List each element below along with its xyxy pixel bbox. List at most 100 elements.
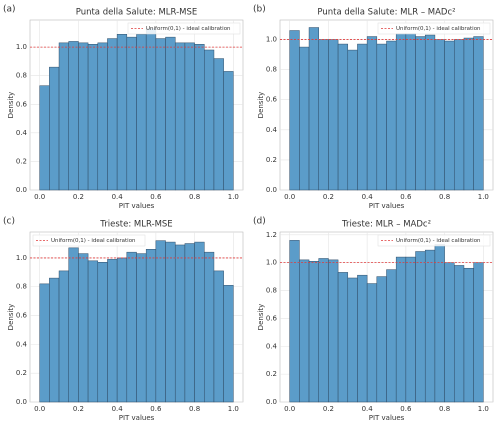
histogram-bar	[434, 39, 445, 191]
histogram-bar	[49, 277, 60, 403]
chart-title: Punta della Salute: MLR-MSE	[76, 8, 198, 18]
histogram-bar	[328, 259, 339, 403]
y-tick-label: 0.2	[16, 157, 27, 165]
x-tick-label: 0.8	[189, 193, 200, 201]
histogram-bar	[337, 43, 349, 191]
y-tick-label: 0.4	[16, 340, 28, 348]
histogram-bar	[126, 36, 137, 191]
y-tick-label: 0.0	[16, 398, 27, 406]
histogram-bar	[386, 269, 397, 403]
y-tick-label: 0.6	[16, 100, 28, 108]
y-tick-label: 0.0	[266, 398, 277, 406]
y-axis-label: Density	[257, 304, 265, 331]
legend-label: Uniform(0,1) - ideal calibration	[396, 238, 481, 244]
histogram-bar	[454, 265, 465, 403]
x-tick-label: 1.0	[228, 193, 239, 201]
histogram-bar	[444, 262, 455, 403]
y-tick-label: 1.0	[16, 43, 27, 51]
histogram-bar	[97, 262, 108, 403]
histogram-bar	[308, 27, 319, 191]
histogram-bar	[78, 253, 89, 403]
y-tick-label: 1.2	[266, 231, 277, 239]
histogram-bar	[415, 251, 426, 403]
legend-box	[377, 22, 491, 35]
y-axis-label: Density	[257, 92, 265, 119]
x-axis-label: PIT values	[119, 414, 155, 422]
histogram-bar	[405, 256, 416, 403]
histogram-bar	[454, 39, 465, 191]
histogram-bar	[463, 267, 474, 403]
histogram-bar	[424, 34, 436, 191]
histogram-bar	[204, 251, 215, 403]
histogram-bar	[328, 39, 339, 191]
histogram-bar	[444, 40, 455, 191]
x-tick-label: 0.6	[400, 405, 412, 413]
histogram-bar	[376, 276, 387, 403]
histogram-bar	[116, 34, 128, 191]
histogram-bar	[87, 44, 99, 191]
panel: (a) Punta della Salute: MLR-MSE 0.0 0.2 0.4 0…	[3, 5, 244, 210]
histogram-bar	[299, 259, 310, 403]
y-tick-label: 0.8	[16, 283, 27, 291]
histogram-bar	[39, 85, 50, 191]
y-tick-label: 0.8	[266, 287, 277, 295]
histogram-bar	[184, 243, 195, 403]
x-tick-label: 0.0	[34, 405, 45, 413]
histogram-bar	[107, 38, 118, 191]
histogram-bar	[174, 244, 186, 403]
histogram-bar	[49, 66, 60, 191]
x-tick-label: 0.0	[34, 193, 45, 201]
x-tick-label: 1.0	[228, 405, 239, 413]
y-tick-label: 0.2	[266, 370, 277, 378]
x-axis-label: PIT values	[369, 414, 405, 422]
y-tick-label: 0.2	[16, 369, 27, 377]
histogram-bar	[405, 33, 416, 191]
histogram-bar	[145, 249, 157, 403]
y-tick-label: 0.4	[266, 342, 278, 350]
y-tick-label: 0.0	[266, 186, 277, 194]
panel-label: (a)	[3, 5, 16, 15]
histogram-bar	[97, 42, 108, 191]
histogram-bar	[347, 49, 358, 191]
histogram-bar	[145, 28, 157, 191]
legend-box	[127, 22, 241, 35]
y-tick-label: 1.0	[16, 254, 27, 262]
x-tick-label: 0.2	[73, 405, 84, 413]
histogram-bar	[155, 38, 166, 191]
histogram-bar	[68, 41, 79, 191]
histogram-bar	[165, 241, 176, 403]
histogram-bar	[165, 36, 176, 191]
x-tick-label: 0.6	[400, 193, 412, 201]
histogram-bar	[376, 43, 387, 191]
legend-label: Uniform(0,1) - ideal calibration	[51, 238, 136, 244]
histogram-bar	[194, 44, 205, 191]
legend-box	[377, 234, 491, 247]
x-tick-label: 0.4	[112, 405, 124, 413]
y-tick-label: 0.0	[16, 186, 27, 194]
histogram-bar	[299, 46, 310, 191]
histogram-bar	[213, 58, 224, 191]
histogram-bar	[395, 33, 407, 191]
x-tick-label: 0.8	[439, 193, 450, 201]
y-tick-label: 1.0	[266, 36, 277, 44]
y-tick-label: 0.6	[16, 312, 28, 320]
legend-box	[32, 234, 146, 247]
histogram-bar	[289, 240, 300, 403]
x-axis-label: PIT values	[119, 202, 155, 210]
panel: (b) Punta della Salute: MLR – MADc² 0.0 0.2…	[253, 5, 494, 210]
x-tick-label: 0.6	[150, 405, 162, 413]
x-tick-label: 0.0	[284, 405, 295, 413]
histogram-bar	[308, 261, 319, 403]
x-tick-label: 0.2	[323, 405, 334, 413]
histogram-bar	[434, 244, 445, 403]
histogram-bar	[126, 251, 137, 403]
histogram-bar	[366, 36, 378, 191]
panel-label: (b)	[253, 5, 266, 15]
panel-label: (d)	[253, 217, 266, 227]
y-tick-label: 1.0	[266, 259, 277, 267]
histogram-bar	[357, 43, 368, 191]
histogram-bar	[194, 241, 205, 403]
x-tick-label: 0.2	[73, 193, 84, 201]
histogram-bar	[415, 36, 426, 191]
panel: (c) Trieste: MLR-MSE 0.0 0.2 0.4 0.6 0.8 1.0 0.0…	[3, 217, 244, 422]
